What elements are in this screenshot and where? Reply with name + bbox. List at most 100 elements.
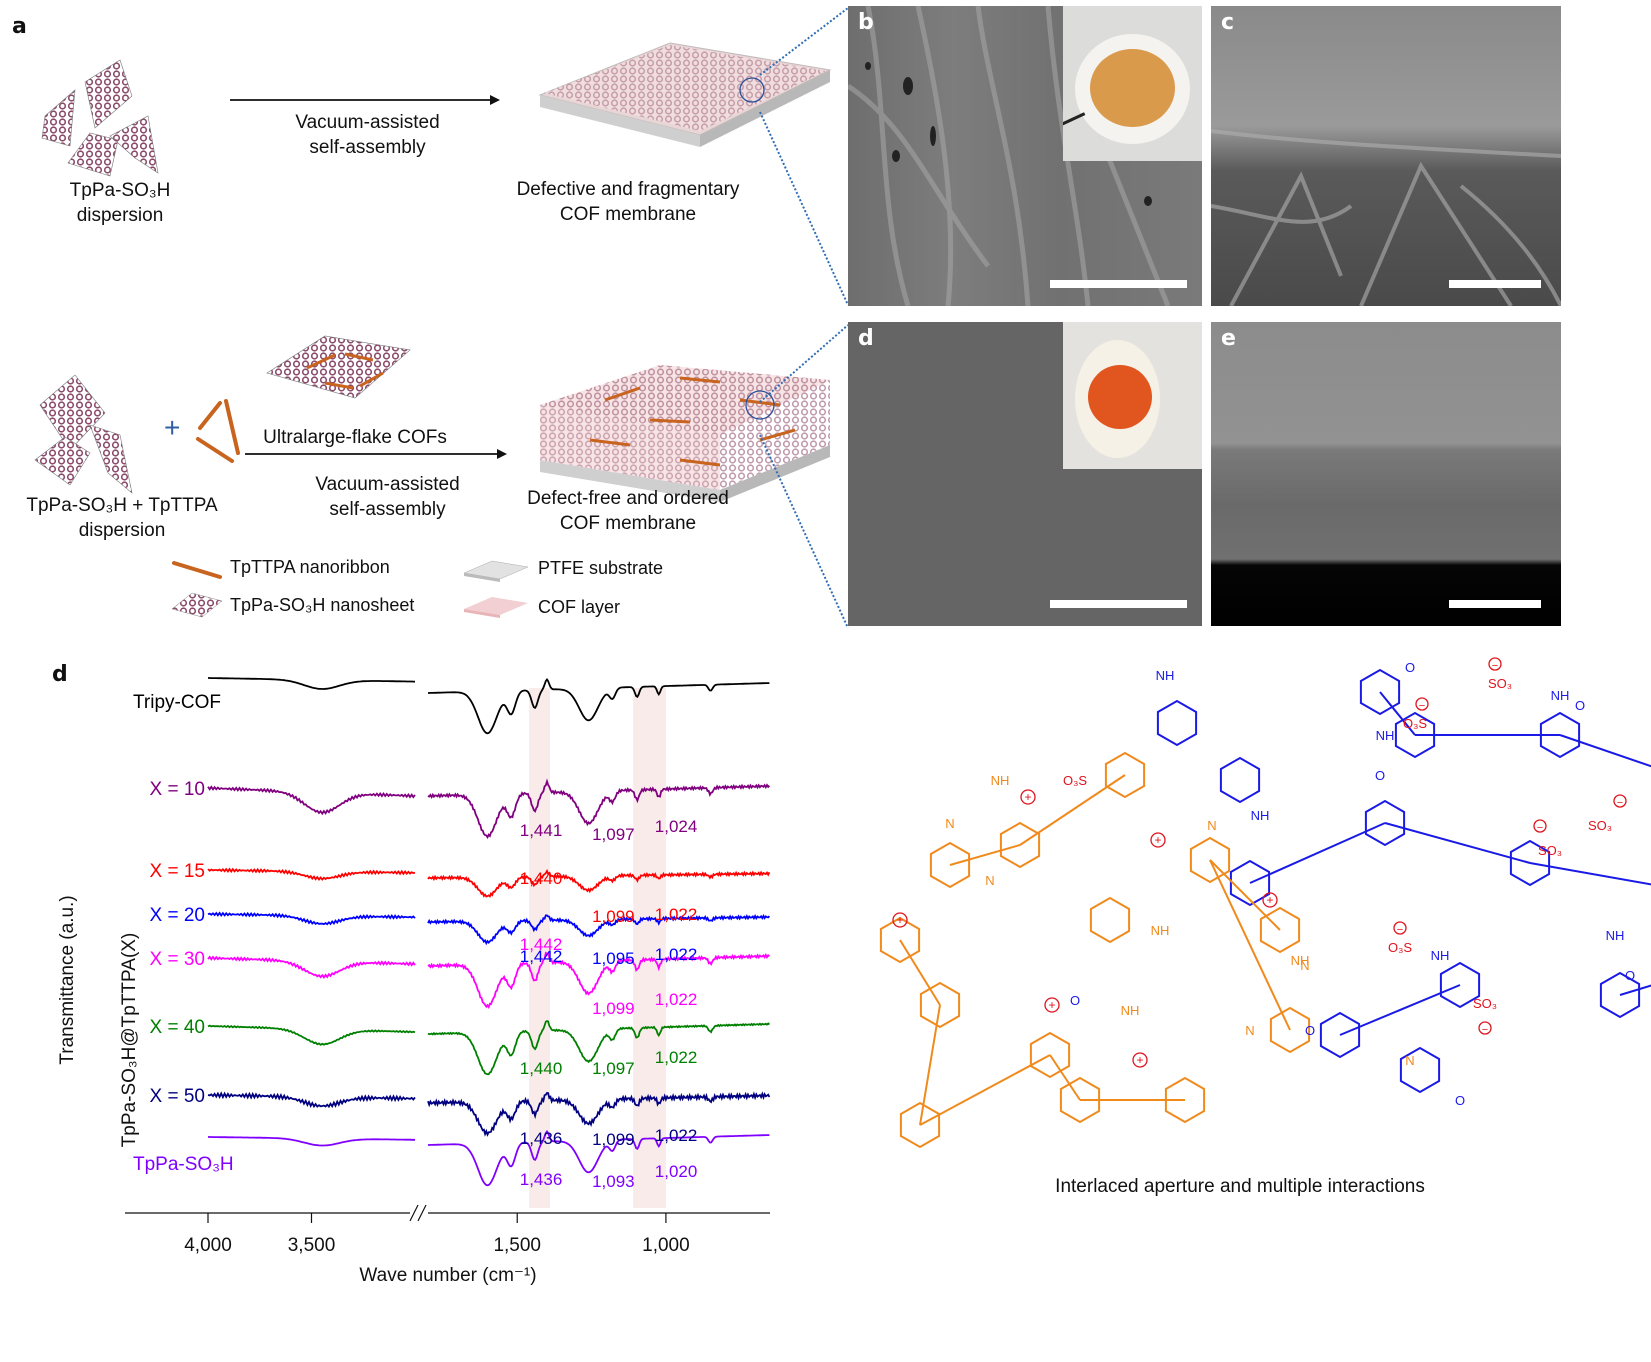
bond (899, 939, 941, 1006)
series-label-2: X = 15 (150, 861, 205, 882)
peak-label: 1,020 (655, 1162, 698, 1181)
spectrum-left-2 (207, 867, 416, 881)
series-label-1: X = 10 (150, 779, 205, 800)
x-axis-label: Wave number (cm⁻¹) (359, 1265, 536, 1286)
bottom-start-label-line2: dispersion (78, 520, 166, 541)
top-arrow-label: Vacuum-assisted self-assembly (270, 110, 465, 160)
sulfonate-label: SO₃ (1488, 676, 1512, 691)
bond (1339, 984, 1461, 1036)
peak-label: 1,024 (655, 817, 698, 836)
spectrum-right-4 (427, 951, 770, 1010)
plus-sign: + (1154, 833, 1161, 847)
plus-sign: + (896, 913, 903, 927)
bond (1209, 859, 1281, 931)
nanoribbon-legend-icon (172, 561, 222, 579)
minus-sign: − (1537, 822, 1543, 834)
spectrum-left-6 (207, 1091, 416, 1109)
tripy-ring (1059, 1076, 1101, 1124)
top-arrow-label-line1: Vacuum-assisted (295, 112, 440, 133)
membrane-photo-inset-d (1063, 322, 1202, 469)
tppa-ring (1156, 699, 1198, 747)
peak-label: 1,097 (592, 1059, 635, 1078)
sulfonate-label: SO₃ (1473, 996, 1497, 1011)
minus-charge-icon (1478, 1021, 1492, 1035)
minus-sign: − (1492, 660, 1498, 672)
spectrum-right-2 (427, 868, 771, 898)
sulfonate-label: O₃S (1063, 773, 1087, 788)
peak-label: 1,440 (520, 869, 563, 888)
series-label-4: X = 30 (150, 949, 205, 970)
n-label: N (945, 816, 954, 831)
ultralarge-flake-label: Ultralarge-flake COFs (263, 427, 447, 448)
defect-free-membrane-illustration (540, 365, 830, 502)
minus-charge-icon (1393, 921, 1407, 935)
plus-sign: + (164, 412, 181, 443)
zoom-lines-bottom (759, 324, 849, 629)
peak-label: 1,022 (655, 990, 698, 1009)
plus-sign: + (1024, 790, 1031, 804)
plus-charge-icon (1132, 1052, 1148, 1068)
zoom-circle (739, 77, 765, 103)
sem-e-letter: e (1221, 326, 1236, 351)
tripy-ring (919, 981, 961, 1029)
tripy-ring (929, 841, 971, 889)
x-axis: 4,000 3,500 1,500 1,000 (125, 1204, 770, 1256)
top-end-label-line2: COF membrane (559, 204, 697, 225)
tppa-ring (1364, 799, 1406, 847)
spectrum-right-1 (427, 778, 771, 840)
nh-label: NH (991, 773, 1010, 788)
top-start-label-line2: dispersion (76, 205, 164, 226)
oxygen-label: O (1625, 968, 1635, 983)
sem-panel-d: d (848, 322, 1202, 626)
panel-d-letter: d (52, 662, 68, 687)
plus-charge-icon (892, 912, 908, 928)
plus-charge-icon (1044, 997, 1060, 1013)
n-label: N (1207, 818, 1216, 833)
plus-charge-icon (1150, 832, 1166, 848)
ptfe-substrate-legend-icon (463, 560, 529, 582)
nh-label: NH (1606, 928, 1625, 943)
peak-label: 1,099 (592, 907, 635, 926)
plus-sign: + (1136, 1053, 1143, 1067)
highlight-band-1 (633, 688, 666, 1208)
bond (1249, 822, 1386, 884)
bond (1379, 691, 1416, 736)
scale-bar-b (1050, 280, 1187, 288)
nh-label: NH (1376, 728, 1395, 743)
peak-label: 1,442 (520, 935, 563, 954)
tripy-ring (1259, 906, 1301, 954)
top-start-label: TpPa-SO₃H dispersion (60, 178, 180, 228)
nh-label: NH (1431, 948, 1450, 963)
peak-label: 1,022 (655, 1048, 698, 1067)
spectrum-left-0 (208, 677, 415, 690)
top-arrow-label-line2: self-assembly (309, 137, 426, 158)
legend-nanosheet-label: TpPa-SO₃H nanosheet (230, 595, 415, 615)
ultralarge-flake-illustration (266, 335, 411, 399)
n-label: N (1300, 958, 1309, 973)
series-label-3: X = 20 (150, 905, 205, 926)
top-arrow (230, 95, 500, 105)
nh-label: NH (1251, 808, 1270, 823)
highlight-band-0 (529, 688, 550, 1208)
scale-bar-e (1449, 600, 1541, 608)
legend-nanoribbon-label: TpTTPA nanoribbon (230, 557, 390, 577)
peak-label: 1,099 (592, 1130, 635, 1149)
bottom-arrow-label-line1: Vacuum-assisted (315, 474, 460, 495)
plus-sign: + (1048, 998, 1055, 1012)
tppa-flakes-illustration (41, 59, 159, 177)
series-labels: Tripy-COF X = 10 X = 15 X = 20 X = 30 X = 40 X… (133, 692, 234, 1175)
y-axis-label-2: TpPa-SO₃H@TpTTPA(X) (119, 933, 140, 1148)
tripy-ring (1104, 751, 1146, 799)
oxygen-label: O (1455, 1093, 1465, 1108)
nh-label: NH (1121, 1003, 1140, 1018)
tppa-ring (1399, 1046, 1441, 1094)
sulfonate-label: O₃S (1403, 716, 1427, 731)
spectrum-right-3 (427, 913, 771, 946)
spectrum-right-7 (428, 1129, 770, 1187)
sem-panel-c: c (1211, 6, 1561, 306)
oxygen-label: O (1375, 768, 1385, 783)
bottom-arrow-label-line2: self-assembly (329, 499, 446, 520)
nh-label: NH (1291, 953, 1310, 968)
peak-label: 1,440 (520, 1059, 563, 1078)
bond (1559, 734, 1651, 768)
